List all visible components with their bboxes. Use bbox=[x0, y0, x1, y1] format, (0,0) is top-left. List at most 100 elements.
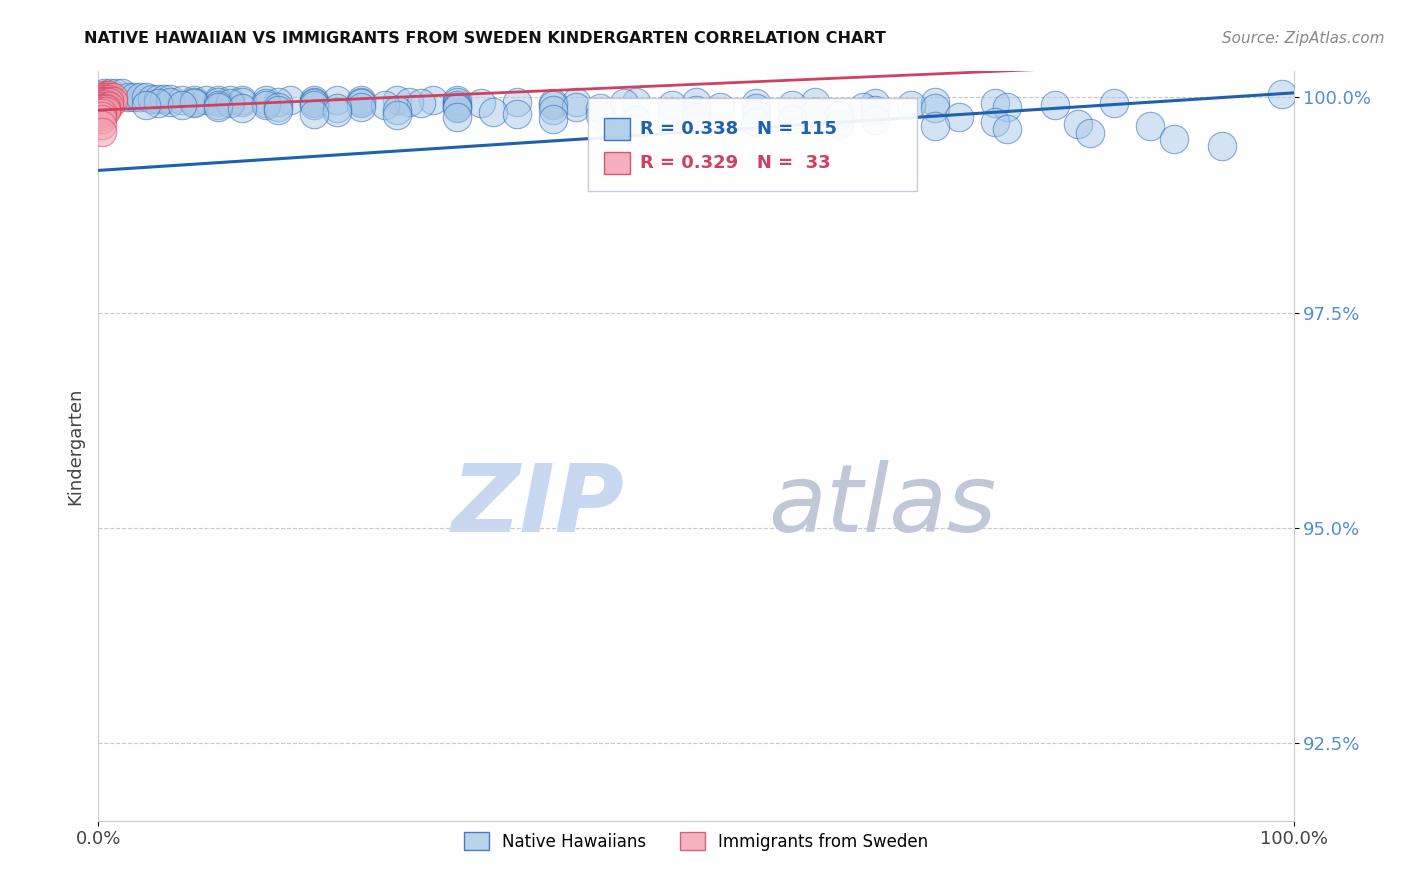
Point bbox=[91, 99, 114, 113]
Point bbox=[685, 110, 707, 124]
Point bbox=[661, 104, 683, 119]
Text: NATIVE HAWAIIAN VS IMMIGRANTS FROM SWEDEN KINDERGARTEN CORRELATION CHART: NATIVE HAWAIIAN VS IMMIGRANTS FROM SWEDE… bbox=[84, 31, 886, 46]
Point bbox=[111, 86, 134, 100]
FancyBboxPatch shape bbox=[589, 97, 917, 191]
Point bbox=[135, 90, 157, 104]
Point bbox=[91, 95, 114, 110]
Point bbox=[745, 106, 768, 120]
Point bbox=[1139, 119, 1161, 133]
Point bbox=[804, 104, 827, 119]
Point bbox=[183, 96, 205, 111]
Y-axis label: Kindergarten: Kindergarten bbox=[66, 387, 84, 505]
Point bbox=[626, 113, 648, 128]
Point bbox=[661, 98, 683, 112]
Point bbox=[780, 112, 803, 126]
Point bbox=[302, 96, 325, 111]
FancyBboxPatch shape bbox=[605, 118, 630, 140]
Point bbox=[98, 88, 121, 103]
Point bbox=[91, 90, 114, 104]
Point bbox=[183, 93, 205, 107]
Point bbox=[101, 94, 124, 108]
Point bbox=[446, 95, 468, 109]
Point bbox=[865, 96, 887, 111]
Point bbox=[385, 93, 409, 107]
Point bbox=[685, 103, 707, 117]
Point bbox=[446, 102, 468, 116]
Point bbox=[91, 125, 114, 139]
Point bbox=[91, 102, 114, 116]
Point bbox=[374, 98, 396, 112]
Point bbox=[231, 93, 253, 107]
Point bbox=[141, 92, 163, 106]
Point bbox=[326, 93, 349, 107]
Point bbox=[745, 102, 768, 116]
Point bbox=[326, 102, 349, 116]
Point bbox=[745, 96, 768, 111]
Point bbox=[94, 99, 117, 113]
Point bbox=[94, 103, 117, 118]
Point bbox=[91, 109, 114, 123]
Point bbox=[267, 95, 290, 109]
Point bbox=[1067, 117, 1090, 131]
Point bbox=[302, 95, 325, 109]
Point bbox=[506, 106, 529, 120]
Point bbox=[98, 86, 122, 100]
Point bbox=[302, 93, 325, 107]
Point bbox=[613, 96, 636, 111]
Point bbox=[350, 95, 373, 109]
Point bbox=[1163, 131, 1185, 145]
Point bbox=[924, 95, 946, 109]
Point bbox=[195, 93, 218, 107]
Point bbox=[780, 98, 803, 112]
Point bbox=[207, 98, 229, 112]
Point bbox=[422, 93, 444, 107]
Point bbox=[541, 98, 564, 112]
Point bbox=[398, 95, 420, 109]
Point bbox=[91, 105, 114, 120]
Point bbox=[267, 100, 290, 114]
Point bbox=[995, 100, 1018, 114]
Point bbox=[183, 95, 205, 109]
Point bbox=[865, 113, 887, 128]
Point bbox=[94, 88, 117, 103]
FancyBboxPatch shape bbox=[605, 152, 630, 174]
Point bbox=[267, 103, 290, 117]
Point bbox=[159, 92, 181, 106]
Point bbox=[159, 95, 181, 109]
Point bbox=[278, 93, 301, 107]
Point bbox=[865, 103, 887, 117]
Point bbox=[326, 104, 349, 119]
Point bbox=[231, 95, 253, 109]
Point bbox=[350, 96, 373, 111]
Point bbox=[828, 108, 851, 122]
Point bbox=[91, 88, 114, 103]
Point bbox=[153, 92, 176, 106]
Point bbox=[1211, 139, 1233, 153]
Point bbox=[98, 99, 121, 113]
Point bbox=[219, 96, 242, 111]
Point bbox=[124, 90, 146, 104]
Point bbox=[91, 97, 114, 112]
Point bbox=[91, 94, 114, 108]
Point bbox=[589, 102, 612, 116]
Point bbox=[117, 90, 139, 104]
Point bbox=[446, 100, 468, 114]
Point bbox=[828, 117, 851, 131]
Point bbox=[207, 95, 229, 109]
Text: R = 0.338   N = 115: R = 0.338 N = 115 bbox=[640, 120, 837, 138]
Point bbox=[148, 96, 170, 111]
Text: R = 0.329   N =  33: R = 0.329 N = 33 bbox=[640, 153, 831, 172]
Point bbox=[148, 92, 170, 106]
Point bbox=[1104, 96, 1126, 111]
Point bbox=[385, 103, 409, 117]
Point bbox=[302, 98, 325, 112]
Point bbox=[98, 90, 121, 104]
Point bbox=[541, 103, 564, 117]
Point bbox=[94, 97, 117, 112]
Point bbox=[924, 119, 946, 133]
Point bbox=[94, 101, 117, 115]
Point bbox=[1043, 98, 1066, 112]
Point bbox=[804, 95, 827, 109]
Point bbox=[172, 98, 194, 112]
Point bbox=[98, 95, 121, 110]
